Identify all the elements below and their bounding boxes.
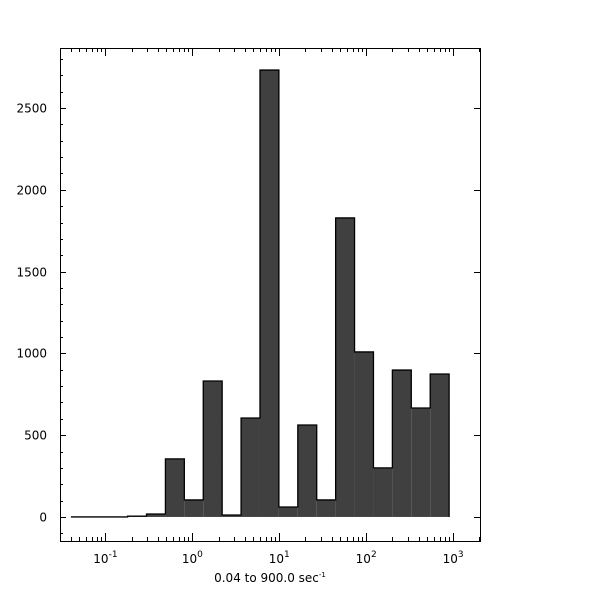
histogram-bar — [146, 514, 166, 517]
x-tick-label: 10-1 — [93, 550, 117, 566]
bars — [70, 69, 450, 518]
x-axis: 10-1 100 101 102 103 — [60, 48, 480, 566]
x-tick-label: 103 — [443, 550, 464, 566]
histogram-bar — [165, 458, 185, 517]
histogram-outline — [70, 69, 450, 518]
histogram-bar — [373, 467, 393, 517]
histogram-bar — [241, 417, 260, 517]
x-axis-label: 0.04 to 900.0 sec-1 — [214, 571, 326, 585]
x-tick-label: 100 — [182, 550, 203, 566]
y-tick-label: 0 — [39, 511, 47, 525]
histogram-bar — [411, 408, 431, 517]
histogram-bar — [297, 425, 317, 517]
histogram-bar — [278, 506, 298, 517]
histogram-bar — [222, 514, 242, 517]
histogram-bar — [316, 499, 336, 517]
histogram-bar — [335, 217, 355, 517]
histogram-bar — [184, 499, 204, 517]
histogram-bar — [392, 370, 412, 517]
y-tick-label: 1500 — [16, 266, 47, 280]
histogram-bar — [203, 381, 223, 517]
y-tick-label: 500 — [24, 429, 47, 443]
x-tick-label: 101 — [269, 550, 290, 566]
y-tick-label: 1000 — [16, 347, 47, 361]
histogram-bar — [430, 373, 450, 517]
y-tick-label: 2000 — [16, 184, 47, 198]
y-axis: 0 500 1000 1500 2000 2500 — [16, 59, 480, 534]
histogram-bar — [259, 70, 279, 517]
y-tick-label: 2500 — [16, 102, 47, 116]
plot-frame — [60, 48, 481, 542]
x-tick-label: 102 — [356, 550, 377, 566]
histogram-bar — [354, 351, 374, 517]
